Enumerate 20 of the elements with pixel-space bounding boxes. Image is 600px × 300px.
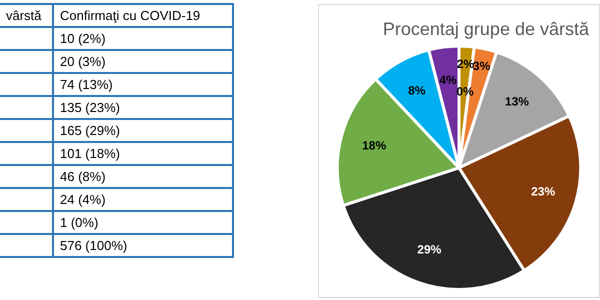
chart-title: Procentaj grupe de vârstă [382, 18, 590, 39]
text: vârstă [0, 4, 53, 27]
data-label: 18% [362, 138, 386, 152]
data-label: 23% [531, 184, 556, 199]
text: Confirmaţi cu COVID-19 [53, 4, 233, 27]
text: 10 (2%) [53, 27, 233, 50]
text: 74 (13%) [53, 73, 233, 96]
text: 576 (100%) [53, 234, 233, 257]
text: 135 (23%) [53, 96, 233, 119]
data-label: 8% [408, 83, 426, 98]
text: 101 (18%) [53, 142, 233, 165]
text: 24 (4%) [53, 188, 233, 211]
text: 20 (3%) [53, 50, 233, 73]
data-label: 29% [417, 242, 442, 257]
text: 46 (8%) [53, 165, 233, 188]
text: 165 (29%) [53, 119, 233, 142]
data-label: 3% [472, 59, 491, 74]
data-label: 4% [439, 73, 458, 88]
text: 1 (0%) [53, 211, 233, 234]
data-label: 13% [504, 94, 530, 108]
